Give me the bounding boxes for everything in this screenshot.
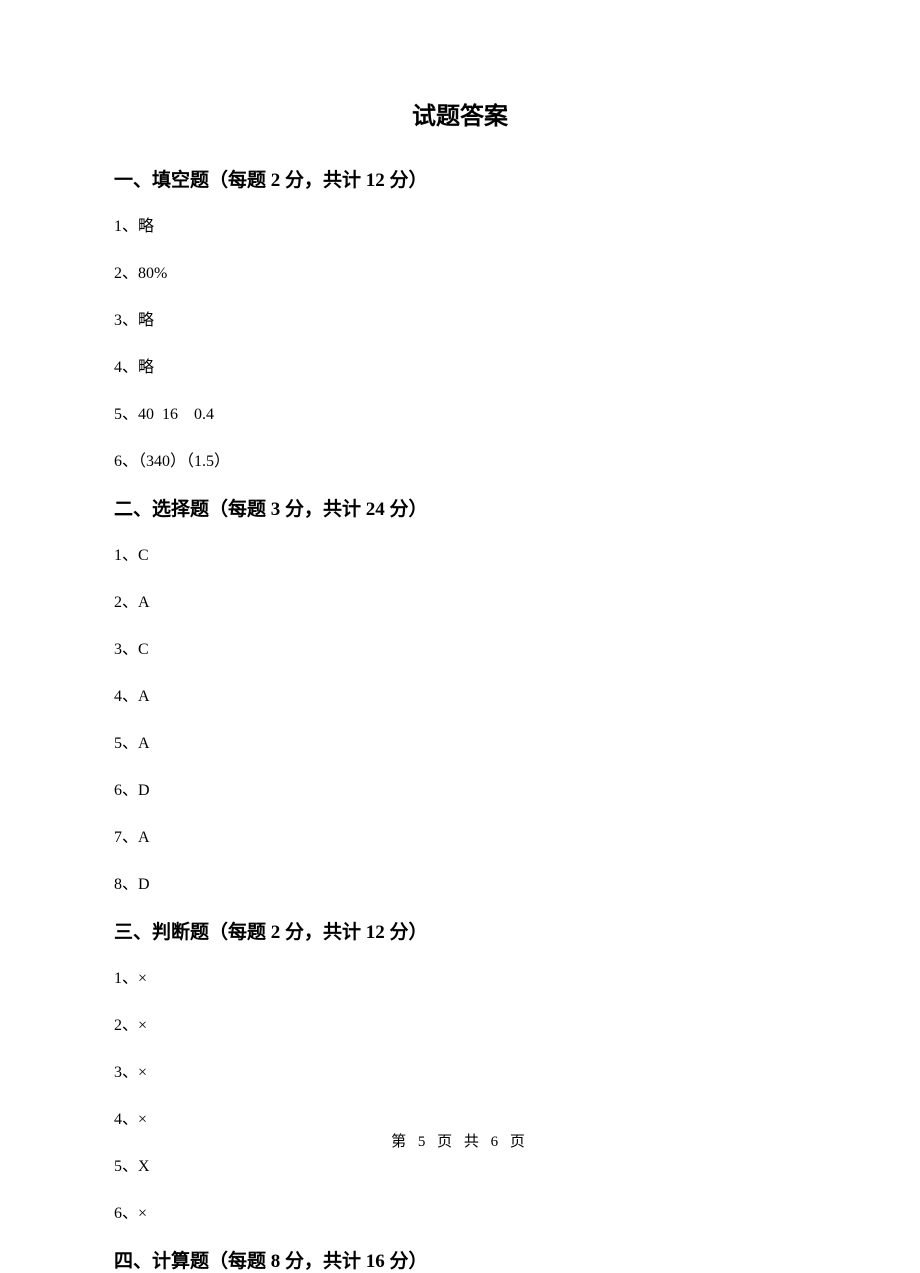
page-title: 试题答案 — [114, 96, 806, 131]
section-3-item-1: 1、× — [114, 964, 806, 988]
section-1-item-4: 4、略 — [114, 353, 806, 377]
section-3-item-3: 3、× — [114, 1058, 806, 1082]
section-3-item-6: 6、× — [114, 1199, 806, 1223]
section-1-item-5: 5、40 16 0.4 — [114, 400, 806, 424]
section-2-item-7: 7、A — [114, 823, 806, 847]
section-3-heading: 三、判断题（每题 2 分，共计 12 分） — [114, 917, 806, 944]
section-1-item-6: 6、（340）（1.5） — [114, 447, 806, 471]
section-3-item-5: 5、X — [114, 1152, 806, 1176]
section-2-item-1: 1、C — [114, 541, 806, 565]
section-2-item-8: 8、D — [114, 870, 806, 894]
section-3-item-2: 2、× — [114, 1011, 806, 1035]
section-4-heading: 四、计算题（每题 8 分，共计 16 分） — [114, 1246, 806, 1273]
section-2-item-5: 5、A — [114, 729, 806, 753]
section-1-item-1: 1、略 — [114, 212, 806, 236]
section-1-item-2: 2、80% — [114, 259, 806, 283]
page-footer: 第 5 页 共 6 页 — [0, 1130, 920, 1151]
section-2-item-2: 2、A — [114, 588, 806, 612]
section-2-item-4: 4、A — [114, 682, 806, 706]
section-3-item-4: 4、× — [114, 1105, 806, 1129]
section-1-heading: 一、填空题（每题 2 分，共计 12 分） — [114, 165, 806, 192]
section-2-item-6: 6、D — [114, 776, 806, 800]
section-2-item-3: 3、C — [114, 635, 806, 659]
section-1-item-3: 3、略 — [114, 306, 806, 330]
section-2-heading: 二、选择题（每题 3 分，共计 24 分） — [114, 494, 806, 521]
